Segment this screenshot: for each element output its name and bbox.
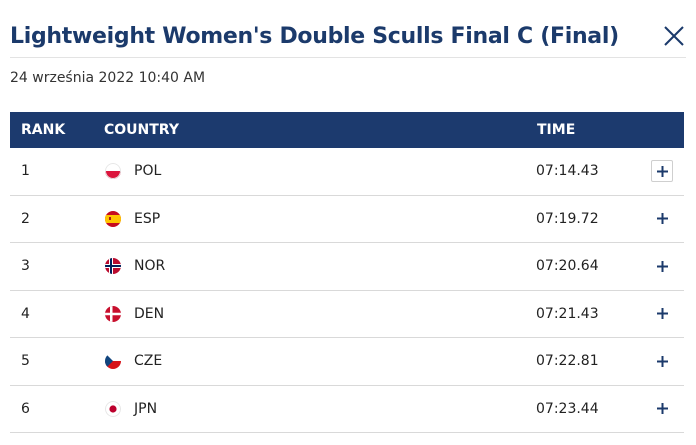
header-divider — [10, 57, 686, 58]
time-cell: 07:21.43 — [536, 305, 599, 322]
table-row: 5 CZE 07:22.81 — [10, 338, 684, 386]
results-table: RANK COUNTRY TIME 1 POL 07:14.43 2 ESP 0… — [10, 112, 684, 433]
time-cell: 07:22.81 — [536, 353, 599, 370]
plus-icon — [656, 403, 668, 415]
spain-flag-icon — [105, 210, 121, 227]
expand-row-button[interactable] — [651, 398, 673, 420]
table-row: 2 ESP 07:19.72 — [10, 196, 684, 243]
column-header-country: COUNTRY — [104, 122, 179, 138]
rank-cell: 3 — [21, 258, 30, 275]
table-row: 3 NOR 07:20.64 — [10, 243, 684, 291]
plus-icon — [656, 355, 668, 367]
plus-icon — [656, 165, 668, 177]
close-icon — [664, 26, 684, 46]
country-cell: DEN — [134, 305, 165, 322]
country-cell: JPN — [134, 400, 158, 417]
expand-row-button[interactable] — [651, 350, 673, 372]
norway-flag-icon — [105, 258, 121, 275]
time-cell: 07:23.44 — [536, 400, 599, 417]
country-cell: CZE — [134, 353, 163, 370]
expand-row-button[interactable] — [651, 255, 673, 277]
close-button[interactable] — [660, 22, 688, 50]
time-cell: 07:14.43 — [536, 163, 599, 180]
plus-icon — [656, 260, 668, 272]
plus-icon — [656, 308, 668, 320]
column-header-time: TIME — [537, 122, 576, 138]
time-cell: 07:19.72 — [536, 210, 599, 227]
table-row: 6 JPN 07:23.44 — [10, 386, 684, 433]
expand-row-button[interactable] — [651, 160, 673, 183]
denmark-flag-icon — [105, 305, 121, 322]
japan-flag-icon — [105, 400, 121, 417]
rank-cell: 6 — [21, 400, 30, 417]
table-row: 1 POL 07:14.43 — [10, 148, 684, 196]
country-cell: ESP — [134, 210, 161, 227]
plus-icon — [656, 213, 668, 225]
poland-flag-icon — [105, 163, 121, 180]
modal-header: Lightweight Women's Double Sculls Final … — [10, 18, 688, 54]
rank-cell: 1 — [21, 163, 30, 180]
czechia-flag-icon — [105, 353, 121, 370]
rank-cell: 2 — [21, 210, 30, 227]
rank-cell: 5 — [21, 353, 30, 370]
country-cell: POL — [134, 163, 162, 180]
race-datetime: 24 września 2022 10:40 AM — [10, 70, 206, 86]
expand-row-button[interactable] — [651, 303, 673, 325]
rank-cell: 4 — [21, 305, 30, 322]
time-cell: 07:20.64 — [536, 258, 599, 275]
table-row: 4 DEN 07:21.43 — [10, 291, 684, 338]
table-header: RANK COUNTRY TIME — [10, 112, 684, 148]
page-title: Lightweight Women's Double Sculls Final … — [10, 23, 619, 49]
country-cell: NOR — [134, 258, 166, 275]
column-header-rank: RANK — [21, 122, 66, 138]
expand-row-button[interactable] — [651, 208, 673, 230]
